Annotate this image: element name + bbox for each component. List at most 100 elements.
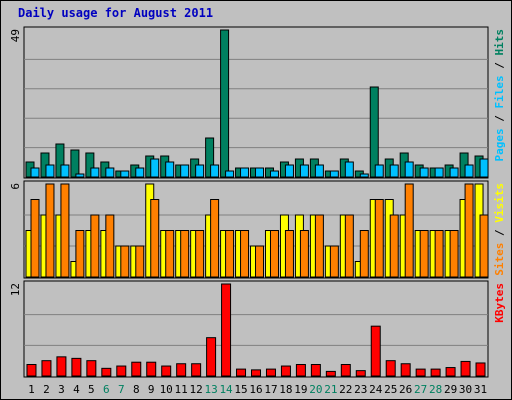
bar-sites-day-11 xyxy=(180,230,190,278)
bar-sites-day-9 xyxy=(150,199,160,278)
x-tick-label-day-6: 6 xyxy=(103,383,110,396)
bar-kbytes-day-24 xyxy=(370,325,381,377)
bar-kbytes-day-22 xyxy=(340,364,351,377)
panel-top-legend: Pages / Files / Hits xyxy=(493,29,506,162)
bar-files-day-5 xyxy=(90,167,100,178)
bar-sites-day-22 xyxy=(344,214,354,278)
legend-separator: / xyxy=(493,223,506,243)
x-tick-label-day-21: 21 xyxy=(324,383,337,396)
legend-pages: Pages xyxy=(493,128,506,161)
bar-kbytes-day-9 xyxy=(146,361,157,377)
bar-kbytes-day-17 xyxy=(265,368,276,377)
bar-kbytes-day-6 xyxy=(101,367,112,377)
bar-kbytes-day-15 xyxy=(236,368,247,377)
bar-sites-day-15 xyxy=(240,230,250,278)
legend-separator: / xyxy=(493,109,506,129)
bar-kbytes-day-19 xyxy=(295,364,306,377)
bar-kbytes-day-26 xyxy=(400,363,411,377)
bar-files-day-11 xyxy=(180,164,190,178)
bar-sites-day-24 xyxy=(374,199,384,278)
bar-hits-day-13 xyxy=(205,137,215,178)
bar-files-day-20 xyxy=(314,164,324,178)
x-tick-label-day-30: 30 xyxy=(459,383,472,396)
bar-files-day-16 xyxy=(255,167,265,178)
bar-files-day-21 xyxy=(329,170,339,178)
bar-kbytes-day-20 xyxy=(310,364,321,377)
x-tick-label-day-24: 24 xyxy=(369,383,383,396)
bar-files-day-3 xyxy=(60,164,70,178)
bar-files-day-30 xyxy=(464,164,474,178)
bar-kbytes-day-21 xyxy=(325,370,336,377)
bar-kbytes-day-30 xyxy=(460,360,471,377)
bar-hits-day-4 xyxy=(70,149,80,178)
bar-kbytes-day-14 xyxy=(221,283,232,377)
bar-kbytes-day-25 xyxy=(385,360,396,377)
bar-sites-day-18 xyxy=(284,230,294,278)
bar-files-day-27 xyxy=(419,167,429,178)
x-tick-label-day-31: 31 xyxy=(474,383,487,396)
bar-files-day-22 xyxy=(344,161,354,178)
bar-kbytes-day-13 xyxy=(206,337,217,377)
bar-files-day-18 xyxy=(284,164,294,178)
legend-kbytes: KBytes xyxy=(493,283,506,323)
bar-sites-day-23 xyxy=(359,230,369,278)
x-tick-label-day-25: 25 xyxy=(384,383,397,396)
bar-kbytes-day-16 xyxy=(251,369,261,377)
bar-kbytes-day-7 xyxy=(116,365,127,377)
x-tick-label-day-22: 22 xyxy=(339,383,352,396)
x-tick-label-day-23: 23 xyxy=(354,383,367,396)
panel-middle-max-label: 6 xyxy=(9,183,22,190)
bar-files-day-17 xyxy=(269,170,279,178)
bar-sites-day-7 xyxy=(120,245,130,278)
bar-sites-day-25 xyxy=(389,214,399,278)
x-tick-label-day-5: 5 xyxy=(88,383,95,396)
panel-bottom-max-label: 12 xyxy=(9,283,22,296)
x-tick-label-day-1: 1 xyxy=(28,383,35,396)
x-tick-label-day-4: 4 xyxy=(73,383,80,396)
panel-bottom-box xyxy=(23,280,489,378)
x-tick-label-day-8: 8 xyxy=(133,383,140,396)
bar-sites-day-10 xyxy=(165,230,175,278)
bar-hits-day-24 xyxy=(369,86,379,178)
bar-kbytes-day-5 xyxy=(86,360,97,377)
bar-sites-day-19 xyxy=(299,230,309,278)
panel-middle-legend: Sites / Visits xyxy=(493,183,506,276)
x-tick-label-day-15: 15 xyxy=(234,383,247,396)
bar-files-day-31 xyxy=(479,158,489,178)
panel-bottom-legend: KBytes xyxy=(493,283,506,323)
x-tick-label-day-3: 3 xyxy=(58,383,65,396)
bar-files-day-6 xyxy=(105,167,115,178)
legend-separator: / xyxy=(493,56,506,76)
bar-kbytes-day-1 xyxy=(26,364,37,377)
legend-visits: Visits xyxy=(493,183,506,223)
bar-files-day-15 xyxy=(240,167,250,178)
bar-kbytes-day-29 xyxy=(445,367,456,377)
bar-hits-day-5 xyxy=(85,152,95,178)
panel-top-box xyxy=(23,26,489,179)
bar-sites-day-29 xyxy=(449,230,459,278)
bar-sites-day-21 xyxy=(329,245,339,278)
x-tick-label-day-7: 7 xyxy=(118,383,125,396)
bar-files-day-12 xyxy=(195,164,205,178)
x-tick-label-day-19: 19 xyxy=(294,383,307,396)
panel-top-max-label: 49 xyxy=(9,29,22,42)
bar-sites-day-6 xyxy=(105,214,115,278)
bar-sites-day-30 xyxy=(464,183,474,278)
bar-kbytes-day-8 xyxy=(131,361,142,377)
legend-files: Files xyxy=(493,75,506,108)
legend-hits: Hits xyxy=(493,29,506,56)
legend-sites: Sites xyxy=(493,243,506,276)
x-tick-label-day-20: 20 xyxy=(309,383,322,396)
bar-sites-day-20 xyxy=(314,214,324,278)
x-tick-label-day-9: 9 xyxy=(148,383,155,396)
x-tick-label-day-27: 27 xyxy=(414,383,427,396)
x-tick-label-day-28: 28 xyxy=(429,383,442,396)
x-tick-label-day-16: 16 xyxy=(249,383,262,396)
bar-kbytes-day-27 xyxy=(415,368,426,377)
bar-kbytes-day-3 xyxy=(56,356,67,377)
bar-sites-day-13 xyxy=(210,199,220,278)
chart-title: Daily usage for August 2011 xyxy=(18,6,214,20)
bar-files-day-4 xyxy=(75,173,85,178)
bar-files-day-14 xyxy=(225,170,235,178)
bar-sites-day-14 xyxy=(225,230,235,278)
